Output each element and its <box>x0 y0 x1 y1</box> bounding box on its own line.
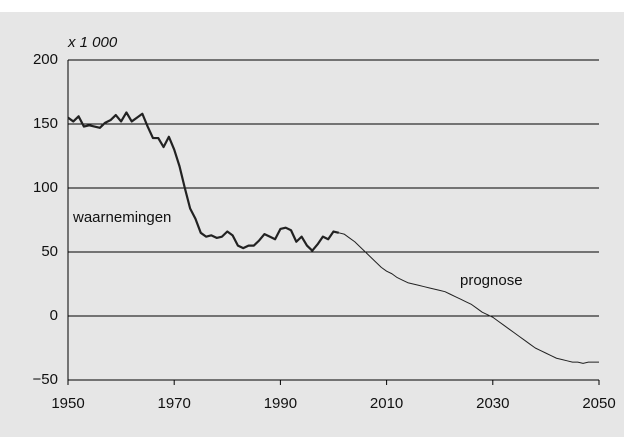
x-tick-label: 2010 <box>370 395 403 412</box>
y-unit-label: x 1 000 <box>67 34 118 51</box>
series-line <box>338 232 599 364</box>
series-label: waarnemingen <box>72 209 171 226</box>
x-tick-label: 2030 <box>476 395 509 412</box>
x-tick-label: 1950 <box>51 395 84 412</box>
x-tick-label: 1990 <box>264 395 297 412</box>
y-tick-label: 50 <box>41 243 58 260</box>
y-tick-label: 200 <box>33 51 58 68</box>
y-tick-label: 150 <box>33 115 58 132</box>
y-tick-label: −50 <box>33 371 58 388</box>
y-tick-label: 100 <box>33 179 58 196</box>
x-tick-label: 1970 <box>158 395 191 412</box>
chart-background <box>0 12 624 437</box>
x-tick-label: 2050 <box>582 395 615 412</box>
series-label: prognose <box>460 272 523 289</box>
y-tick-label: 0 <box>50 307 58 324</box>
series-line <box>67 111 340 252</box>
